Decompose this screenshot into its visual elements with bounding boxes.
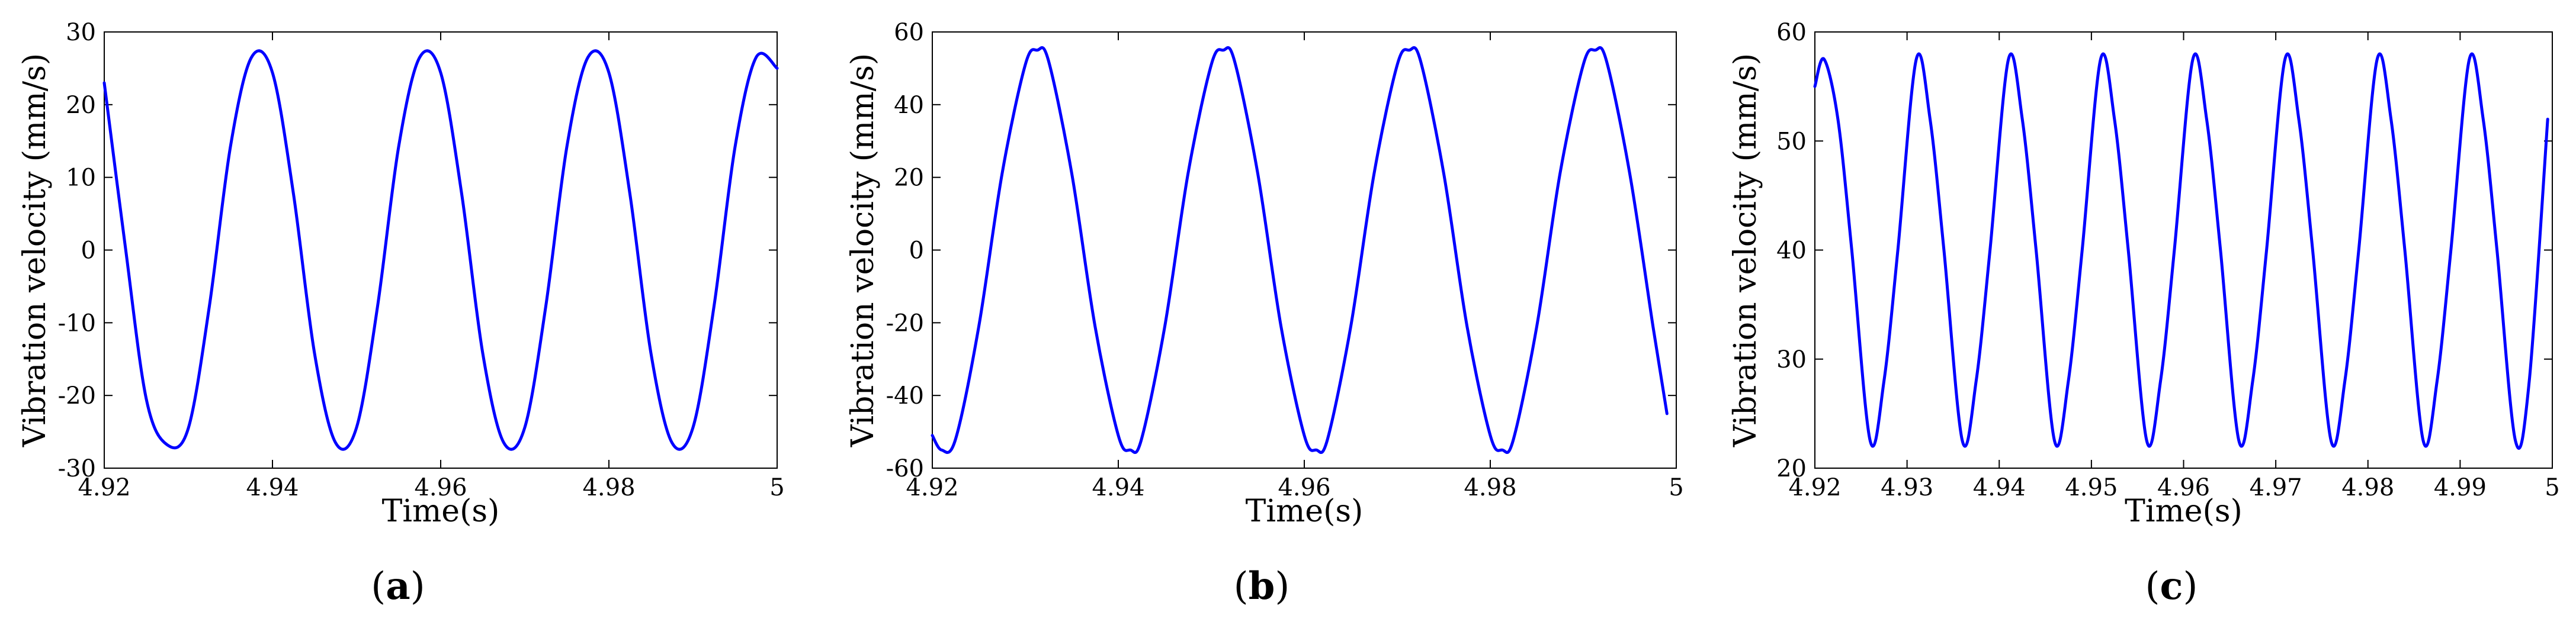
y-tick-label: -40 — [886, 382, 924, 410]
y-tick-label: 20 — [894, 165, 924, 192]
x-tick-label: 4.93 — [1881, 474, 1933, 501]
chart-panel-c: 4.92 4.93 4.94 4.95 4.96 4.97 4.98 4.99 5 20 30 40 5… — [1728, 19, 2560, 529]
velocity-series-line-c — [1813, 52, 2549, 450]
y-axis-label: Vibration velocity (mm/s) — [845, 53, 881, 447]
chart-panel-a: 4.92 4.94 4.96 4.98 5 -30 -20 -10 0 10 20 30 Time(s)… — [17, 19, 785, 529]
plot-frame-b — [932, 31, 1677, 469]
y-tick-label: 20 — [1776, 455, 1807, 482]
x-tick-label: 4.94 — [1973, 474, 2026, 501]
y-tick-label: -30 — [58, 455, 96, 482]
y-tick-label: -20 — [886, 310, 924, 337]
x-tick-label: 5 — [1669, 474, 1683, 501]
x-tick-label: 4.98 — [582, 474, 635, 501]
x-tick-label: 4.92 — [78, 474, 130, 501]
y-axis-label: Vibration velocity (mm/s) — [17, 53, 53, 447]
chart-panel-b: 4.92 4.94 4.96 4.98 5 -60 -40 -20 0 20 40 60 Time(s)… — [845, 19, 1684, 529]
x-tick-label: 4.96 — [1278, 474, 1330, 501]
y-tick-label: -60 — [886, 455, 924, 482]
x-tick-label: 4.98 — [2341, 474, 2394, 501]
y-tick-label: 10 — [66, 165, 96, 192]
y-tick-label: -20 — [58, 382, 96, 410]
velocity-series-line-a — [102, 49, 779, 451]
y-tick-label: 60 — [894, 19, 924, 46]
y-tick-label: 40 — [894, 92, 924, 119]
y-tick-label: 40 — [1776, 237, 1807, 265]
y-axis-label: Vibration velocity (mm/s) — [1728, 53, 1763, 447]
panel-label-b: (b) — [1234, 564, 1290, 608]
y-tick-label: 0 — [909, 237, 924, 265]
y-tick-label: 20 — [66, 92, 96, 119]
panel-label-a: (a) — [371, 564, 425, 608]
x-tick-label: 4.98 — [1464, 474, 1516, 501]
x-tick-label: 4.94 — [1092, 474, 1144, 501]
x-tick-label: 4.92 — [1788, 474, 1841, 501]
x-tick-label: 4.95 — [2065, 474, 2118, 501]
plot-frame-c — [1814, 31, 2553, 469]
y-tick-label: 50 — [1776, 128, 1807, 155]
panel-label-c: (c) — [2145, 564, 2198, 608]
x-tick-label: 4.92 — [906, 474, 958, 501]
velocity-series-line-b — [931, 46, 1669, 455]
y-tick-label: 30 — [66, 19, 96, 46]
x-axis-label: Time(s) — [2125, 494, 2243, 529]
x-tick-label: 4.97 — [2250, 474, 2302, 501]
plot-frame-a — [104, 31, 778, 469]
x-tick-label: 5 — [2545, 474, 2559, 501]
x-axis-label: Time(s) — [1246, 494, 1364, 529]
y-tick-label: 0 — [81, 237, 96, 265]
x-tick-label: 4.96 — [2157, 474, 2210, 501]
x-axis-label: Time(s) — [382, 494, 500, 529]
y-tick-label: 30 — [1776, 346, 1807, 373]
x-tick-label: 4.94 — [246, 474, 299, 501]
y-tick-label: 60 — [1776, 19, 1807, 46]
x-tick-label: 4.99 — [2434, 474, 2487, 501]
x-tick-label: 4.96 — [414, 474, 467, 501]
y-tick-label: -10 — [58, 310, 96, 337]
x-tick-label: 5 — [769, 474, 784, 501]
